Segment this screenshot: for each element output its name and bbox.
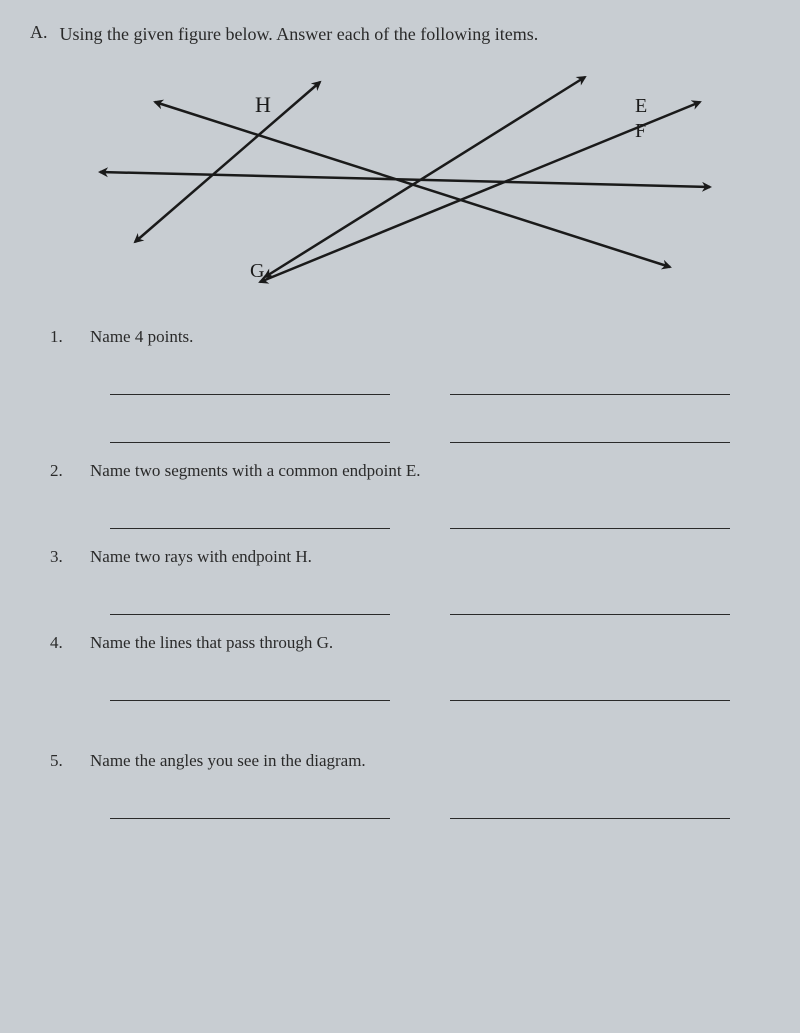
answer-blank[interactable] (450, 511, 730, 529)
answer-blank[interactable] (110, 377, 390, 395)
figure-line (135, 82, 320, 242)
question-row: 3. Name two rays with endpoint H. (50, 547, 760, 567)
answer-blank[interactable] (450, 597, 730, 615)
answer-blanks-row (50, 683, 760, 701)
answer-blanks-row (50, 597, 760, 615)
question-row: 2. Name two segments with a common endpoi… (50, 461, 760, 481)
answer-blanks-row (50, 425, 760, 443)
question-text: Name 4 points. (90, 327, 193, 347)
answer-blank[interactable] (110, 597, 390, 615)
question-number: 1. (50, 327, 70, 347)
question-text: Name the angles you see in the diagram. (90, 751, 366, 771)
question-number: 5. (50, 751, 70, 771)
question-number: 3. (50, 547, 70, 567)
figure-line (100, 172, 710, 187)
section-header: A. Using the given figure below. Answer … (30, 20, 760, 49)
question-2: 2. Name two segments with a common endpoi… (50, 461, 760, 529)
answer-blank[interactable] (110, 801, 390, 819)
answer-blank[interactable] (450, 683, 730, 701)
answer-blank[interactable] (110, 511, 390, 529)
point-label-f: F (635, 120, 646, 142)
question-row: 1. Name 4 points. (50, 327, 760, 347)
answer-blanks-row (50, 801, 760, 819)
point-label-e: E (635, 95, 647, 117)
questions-list: 1. Name 4 points. 2. Name two segments with… (30, 327, 760, 819)
point-label-g: G (250, 260, 264, 282)
section-letter: A. (30, 22, 48, 43)
point-label-h: H (255, 92, 271, 117)
question-number: 4. (50, 633, 70, 653)
question-number: 2. (50, 461, 70, 481)
answer-blank[interactable] (450, 801, 730, 819)
answer-blanks-row (50, 377, 760, 395)
question-1: 1. Name 4 points. (50, 327, 760, 443)
question-5: 5. Name the angles you see in the diagram… (50, 751, 760, 819)
answer-blank[interactable] (450, 377, 730, 395)
answer-blanks-row (50, 511, 760, 529)
question-4: 4. Name the lines that pass through G. (50, 633, 760, 701)
question-row: 4. Name the lines that pass through G. (50, 633, 760, 653)
question-3: 3. Name two rays with endpoint H. (50, 547, 760, 615)
question-text: Name the lines that pass through G. (90, 633, 333, 653)
geometry-figure: H EF G (30, 57, 760, 307)
answer-blank[interactable] (110, 683, 390, 701)
question-text: Name two segments with a common endpoint… (90, 461, 421, 481)
answer-blank[interactable] (450, 425, 730, 443)
question-text: Name two rays with endpoint H. (90, 547, 312, 567)
figure-svg: H EF G (30, 57, 730, 307)
answer-blank[interactable] (110, 425, 390, 443)
question-row: 5. Name the angles you see in the diagram… (50, 751, 760, 771)
instruction-text: Using the given figure below. Answer eac… (60, 20, 539, 49)
